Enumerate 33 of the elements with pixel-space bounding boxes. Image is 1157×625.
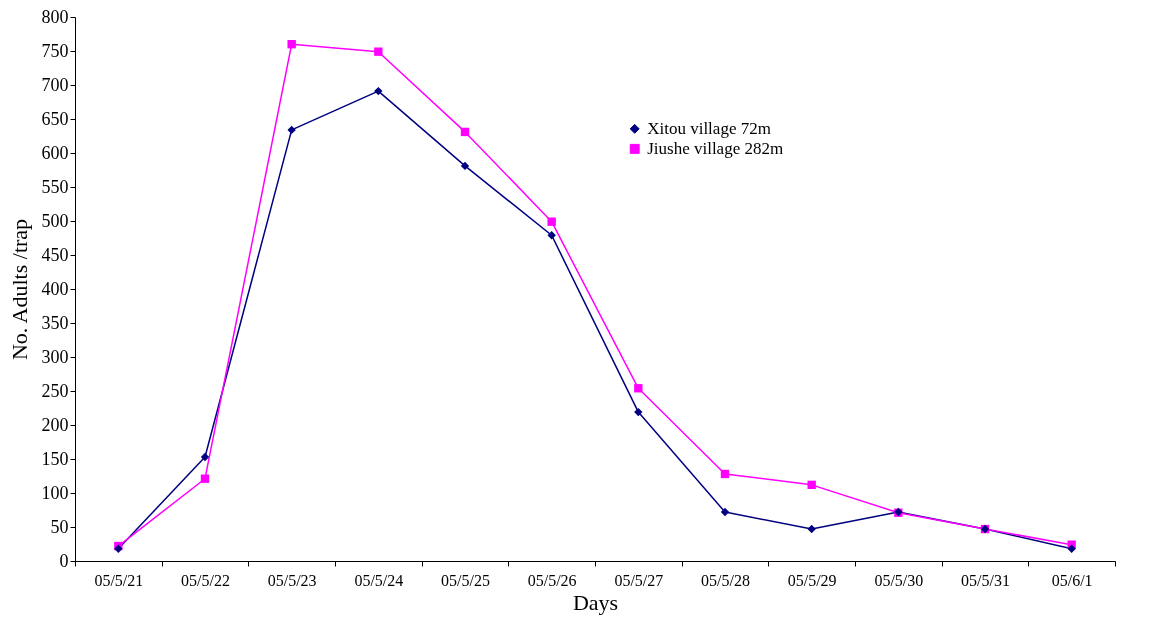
y-tick-label: 500: [41, 210, 69, 231]
legend-label: Jiushe village 282m: [647, 138, 784, 158]
x-tick-label: 05/5/25: [441, 571, 490, 589]
x-tick-label: 05/5/29: [787, 571, 837, 589]
x-tick-label: 05/5/30: [874, 571, 924, 589]
x-tick-label: 05/5/27: [614, 571, 664, 589]
x-tick-label: 05/6/1: [1051, 571, 1093, 589]
y-tick-label: 200: [41, 414, 69, 435]
y-axis-title: No. Adults /trap: [6, 218, 32, 361]
y-tick-label: 150: [41, 448, 69, 469]
y-tick-label: 400: [41, 278, 69, 299]
x-tick-label: 05/5/24: [354, 571, 404, 589]
y-tick-label: 650: [41, 108, 69, 129]
x-axis-title: Days: [572, 589, 619, 615]
y-tick-label: 550: [41, 176, 69, 197]
y-tick-label: 700: [41, 74, 69, 95]
x-tick-label: 05/5/21: [94, 571, 144, 589]
y-tick-label: 0: [59, 550, 69, 571]
y-tick-label: 250: [41, 380, 69, 401]
x-tick-label: 05/5/22: [181, 571, 230, 589]
legend-label: Xitou village 72m: [647, 118, 771, 138]
x-tick-label: 05/5/23: [267, 571, 317, 589]
y-tick-label: 50: [50, 516, 69, 537]
x-tick-label: 05/5/26: [527, 571, 577, 589]
y-tick-label: 350: [41, 312, 69, 333]
y-tick-label: 450: [41, 244, 69, 265]
y-tick-label: 300: [41, 346, 69, 367]
y-tick-label: 100: [41, 482, 69, 503]
x-tick-label: 05/5/28: [701, 571, 750, 589]
y-tick-label: 600: [41, 142, 69, 163]
y-tick-label: 750: [41, 40, 69, 61]
y-tick-label: 800: [41, 6, 69, 27]
x-tick-label: 05/5/31: [961, 571, 1010, 589]
